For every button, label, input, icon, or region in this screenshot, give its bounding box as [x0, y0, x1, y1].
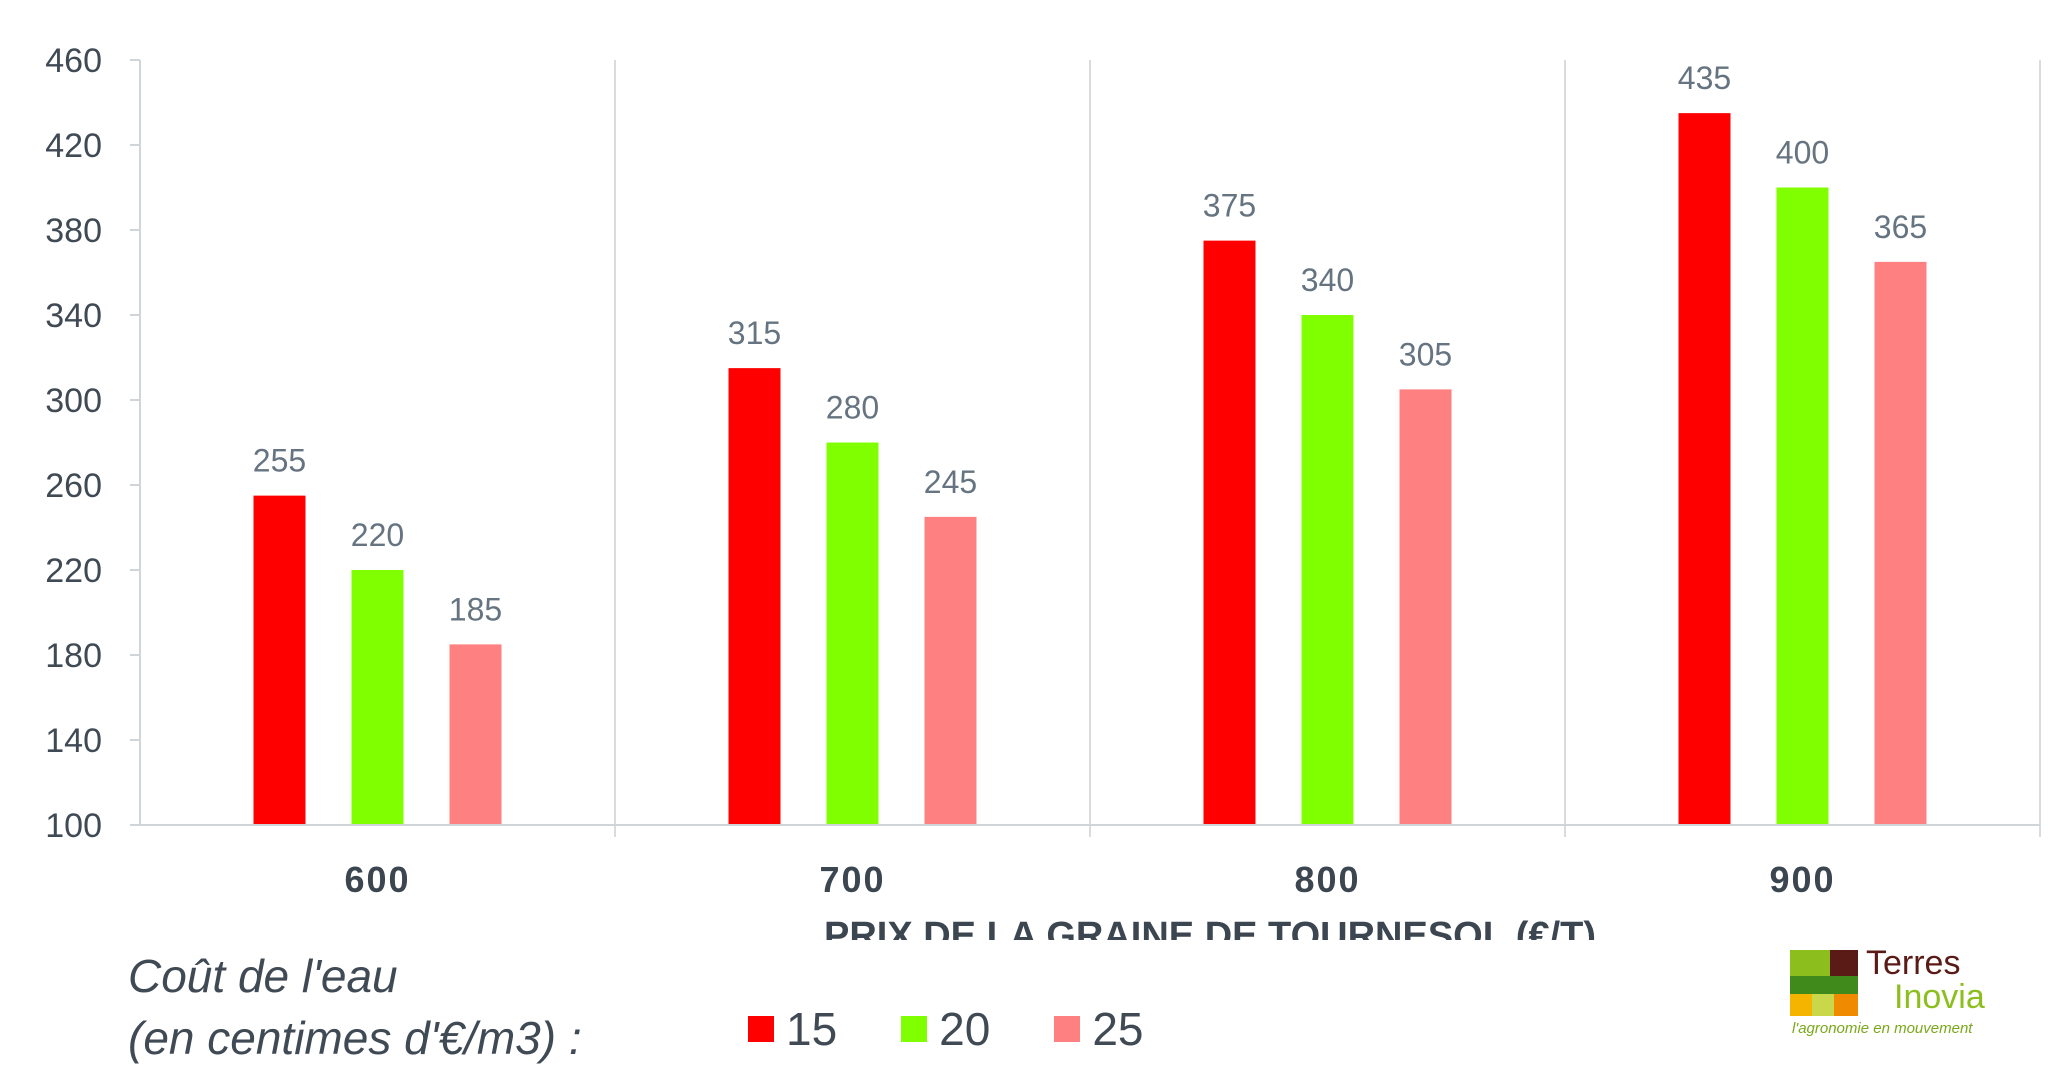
legend-item-15: 15	[748, 1002, 837, 1056]
data-label: 315	[728, 315, 781, 351]
legend: 15 20 25	[748, 1002, 1144, 1056]
legend-label-20: 20	[939, 1003, 991, 1055]
data-label: 400	[1776, 135, 1829, 171]
legend-swatch-15	[748, 1016, 774, 1042]
data-label: 305	[1399, 336, 1452, 372]
data-label: 245	[924, 464, 977, 500]
data-label: 435	[1678, 60, 1731, 96]
y-tick-label: 100	[45, 807, 102, 845]
y-tick-label: 260	[45, 467, 102, 505]
bar-15-700	[728, 368, 781, 825]
bar-20-600	[351, 570, 404, 825]
terres-inovia-logo: Terres Inovia l'agronomie en mouvement	[1790, 944, 2020, 1044]
y-tick-label: 140	[45, 722, 102, 760]
bar-chart: 100 140 180 220 260 300 340 380 420 460 255 220 185 6…	[45, 42, 2041, 940]
x-category-label: 700	[819, 859, 885, 900]
x-axis-title: PRIX DE LA GRAINE DE TOURNESOL (€/T)	[824, 915, 1596, 940]
bar-15-900	[1678, 113, 1731, 825]
bar-25-700	[924, 516, 977, 825]
legend-title-line2: (en centimes d'€/m3) :	[128, 1012, 582, 1064]
bar-25-900	[1874, 261, 1927, 825]
bar-25-800	[1399, 389, 1452, 825]
bar-15-600	[253, 495, 306, 825]
data-label: 185	[449, 591, 502, 627]
y-tick-label: 460	[45, 42, 102, 80]
y-tick-label: 220	[45, 552, 102, 590]
y-tick-label: 180	[45, 637, 102, 675]
y-tick-label: 300	[45, 382, 102, 420]
logo-name-line1: Terres	[1866, 944, 1961, 982]
legend-title-line1: Coût de l'eau	[128, 950, 398, 1002]
legend-item-20: 20	[901, 1002, 990, 1056]
legend-label-25: 25	[1092, 1003, 1144, 1055]
data-label: 280	[826, 390, 879, 426]
legend-swatch-20	[901, 1016, 928, 1042]
logo-tagline: l'agronomie en mouvement	[1792, 1020, 1973, 1037]
bar-25-600	[449, 644, 502, 825]
bar-20-700	[826, 442, 879, 825]
data-label: 255	[253, 443, 306, 479]
x-category-label: 900	[1769, 859, 1835, 900]
y-tick-label: 420	[45, 127, 102, 165]
y-tick-label: 340	[45, 297, 102, 335]
logo-name-line2: Inovia	[1894, 978, 1985, 1016]
legend-swatch-25	[1054, 1016, 1081, 1042]
logo-mark-icon	[1790, 950, 1858, 1016]
x-category-label: 800	[1294, 859, 1360, 900]
bar-15-800	[1203, 240, 1256, 825]
x-category-label: 600	[344, 859, 410, 900]
y-tick-label: 380	[45, 212, 102, 250]
data-label: 340	[1301, 262, 1354, 298]
data-label: 220	[351, 517, 404, 553]
legend-item-25: 25	[1054, 1002, 1144, 1056]
legend-title: Coût de l'eau (en centimes d'€/m3) :	[128, 945, 582, 1069]
legend-label-15: 15	[786, 1003, 838, 1055]
data-label: 375	[1203, 188, 1256, 224]
bar-20-800	[1301, 315, 1354, 825]
data-label: 365	[1874, 209, 1927, 245]
bar-20-900	[1776, 187, 1829, 825]
